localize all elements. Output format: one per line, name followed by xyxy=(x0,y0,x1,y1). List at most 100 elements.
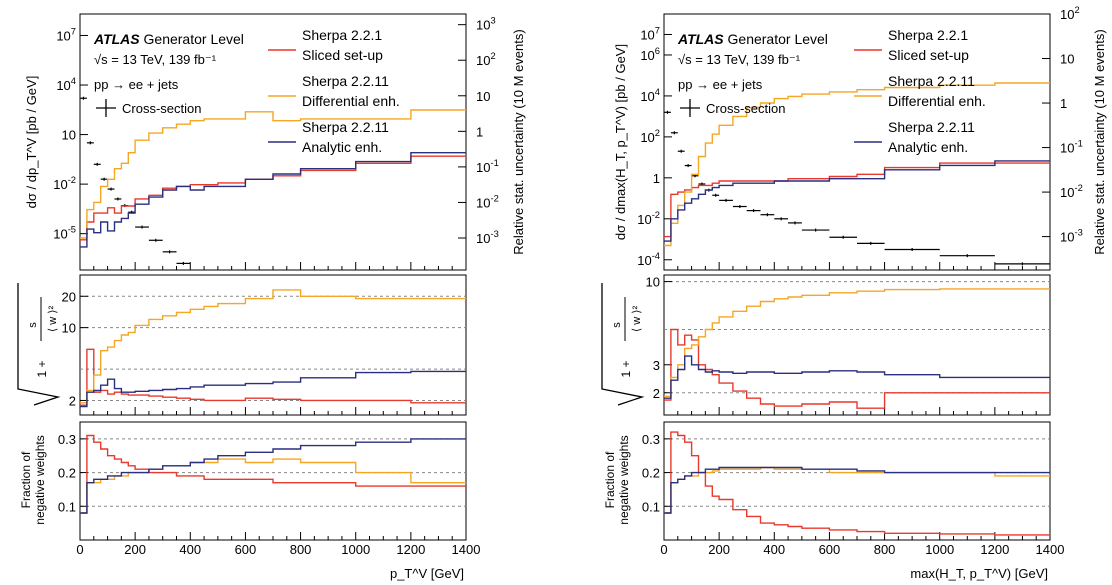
y-tick-label: 10-2 xyxy=(53,175,76,192)
bottom-series-0 xyxy=(80,434,466,514)
x-tick-label: 1000 xyxy=(341,542,370,557)
legend-xsec-label: Cross-section xyxy=(122,101,201,116)
legend-label: Sherpa 2.2.11 xyxy=(888,73,975,89)
y2-tick-label: 10-3 xyxy=(476,229,499,246)
x-tick-label: 800 xyxy=(874,542,896,557)
legend-label: Sliced set-up xyxy=(302,47,383,63)
y-tick-label: 0.2 xyxy=(58,466,76,481)
x-axis-title: max(H_T, p_T^V) [GeV] xyxy=(910,566,1048,581)
y2-tick-label: 102 xyxy=(476,51,496,68)
x-tick-label: 400 xyxy=(179,542,201,557)
mid-y-axis-title: 1 + s ⟨ w ⟩² xyxy=(17,283,61,406)
bottom-y-axis-title: Fraction of xyxy=(603,451,617,508)
y-tick-label: 0.1 xyxy=(58,499,76,514)
x-tick-label: 0 xyxy=(76,542,83,557)
bottom-frame xyxy=(663,421,1051,541)
mid-frame xyxy=(663,274,1051,416)
x-tick-label: 1000 xyxy=(925,542,954,557)
y-tick-label: 10 xyxy=(62,321,76,336)
y2-tick-label: 10-1 xyxy=(476,158,499,175)
y2-axis-title: Relative stat. uncertainty (10 M events) xyxy=(511,29,526,254)
y2-tick-label: 10-2 xyxy=(476,193,499,210)
mid-series-1 xyxy=(80,289,466,404)
mid-series-2 xyxy=(664,355,1050,399)
top-panel: 1071041010-210-510310210110-110-210-3ATL… xyxy=(24,13,526,271)
y-tick-label: 102 xyxy=(640,128,660,145)
mid-y-label-part: s xyxy=(611,322,623,328)
y2-tick-label: 103 xyxy=(476,16,496,33)
bottom-y-axis-title: negative weights xyxy=(33,435,47,524)
mid-series-0 xyxy=(80,348,466,406)
top-series-1 xyxy=(80,109,466,239)
y-tick-label: 10-5 xyxy=(53,225,76,242)
bottom-panel: 0.1 0.2 0.3 0 200 400 600 800 1000 1200 1400 Fracti… xyxy=(19,421,480,557)
mid-panel: 2 10 20 1 + s ⟨ w ⟩² xyxy=(17,274,467,416)
y-tick-label: 3 xyxy=(653,358,660,373)
y-tick-label: 1 xyxy=(653,171,660,186)
top-series-2 xyxy=(80,152,466,248)
y-tick-label: 107 xyxy=(640,25,660,42)
legend-label: Differential enh. xyxy=(302,93,400,109)
x-tick-label: 200 xyxy=(708,542,730,557)
y2-tick-label: 102 xyxy=(1060,5,1080,22)
y2-tick-label: 10-3 xyxy=(1060,228,1083,245)
top-series-1 xyxy=(664,82,1050,247)
sqrt-sign xyxy=(17,283,61,406)
legend-label: Sherpa 2.2.1 xyxy=(888,27,968,43)
legend-xsec-label: Cross-section xyxy=(706,101,785,116)
y2-tick-label: 10 xyxy=(476,89,490,104)
y-tick-label: 0.2 xyxy=(642,466,660,481)
bottom-series-2 xyxy=(664,466,1050,514)
bottom-panel: 0.1 0.2 0.3 0 200 400 600 800 1000 1200 1400 Fracti… xyxy=(603,421,1065,557)
mid-y-label-part: 1 + xyxy=(619,360,633,377)
y-tick-label: 0.1 xyxy=(642,499,660,514)
top-series-2 xyxy=(664,160,1050,242)
y2-tick-label: 1 xyxy=(476,124,483,139)
y-axis-title: dσ / dp_T^V [pb / GeV] xyxy=(24,76,39,209)
mid-y-label-part: ⟨ w ⟩² xyxy=(631,306,643,333)
mid-panel: 2 3 10 1 + s ⟨ w ⟩² xyxy=(601,274,1051,416)
chart-panel-right: 107106104102110-210-410210110-110-210-3A… xyxy=(601,5,1107,581)
bottom-y-axis-title: Fraction of xyxy=(19,451,33,508)
y2-axis-title: Relative stat. uncertainty (10 M events) xyxy=(1092,29,1107,254)
y-axis-title: dσ / dmax(H_T, p_T^V) [pb / GeV] xyxy=(613,44,628,240)
top-series-0 xyxy=(80,155,466,241)
legend-label: Sliced set-up xyxy=(888,47,969,63)
legend-label: Sherpa 2.2.11 xyxy=(302,73,389,89)
bottom-series-0 xyxy=(664,431,1050,536)
chart-panel-left: 1071041010-210-510310210110-110-210-3ATL… xyxy=(17,13,526,581)
x-tick-label: 200 xyxy=(124,542,146,557)
bottom-y-axis-title: negative weights xyxy=(617,435,631,524)
legend-label: Sherpa 2.2.11 xyxy=(302,119,389,135)
atlas-header: ATLAS Generator Level xyxy=(93,31,244,47)
y2-tick-label: 10-2 xyxy=(1060,183,1083,200)
y-tick-label: 2 xyxy=(69,393,76,408)
process-label: pp → ee + jets xyxy=(94,77,179,92)
top-panel: 107 106 104 102 1 10-2 10-4 102 10 1 10-1 10-2 10-3 A… xyxy=(613,5,1107,271)
x-axis-title: p_T^V [GeV] xyxy=(390,566,464,581)
x-tick-label: 0 xyxy=(660,542,667,557)
energy-lumi: √s = 13 TeV, 139 fb⁻¹ xyxy=(94,52,217,67)
top-series-0 xyxy=(664,162,1050,238)
y2-tick-label: 1 xyxy=(1060,96,1067,111)
x-tick-label: 600 xyxy=(819,542,841,557)
y-tick-label: 0.3 xyxy=(642,432,660,447)
mid-series-2 xyxy=(80,370,466,408)
y2-tick-label: 10-1 xyxy=(1060,139,1083,156)
y-tick-label: 10 xyxy=(646,275,660,290)
legend-label: Sherpa 2.2.1 xyxy=(302,27,382,43)
legend-label: Analytic enh. xyxy=(888,139,968,155)
x-tick-label: 1400 xyxy=(1036,542,1065,557)
x-tick-label: 800 xyxy=(290,542,312,557)
mid-y-label-part: ⟨ w ⟩² xyxy=(47,306,59,333)
mid-series-0 xyxy=(664,328,1050,409)
legend-label: Analytic enh. xyxy=(302,139,382,155)
y-tick-label: 10 xyxy=(62,128,76,143)
y-tick-label: 0.3 xyxy=(58,432,76,447)
mid-y-axis-title: 1 + s ⟨ w ⟩² xyxy=(601,283,645,406)
bottom-series-2 xyxy=(80,438,466,514)
y2-tick-label: 10 xyxy=(1060,52,1074,67)
mid-y-label-part: 1 + xyxy=(35,360,49,377)
y-tick-label: 10-2 xyxy=(637,210,660,227)
